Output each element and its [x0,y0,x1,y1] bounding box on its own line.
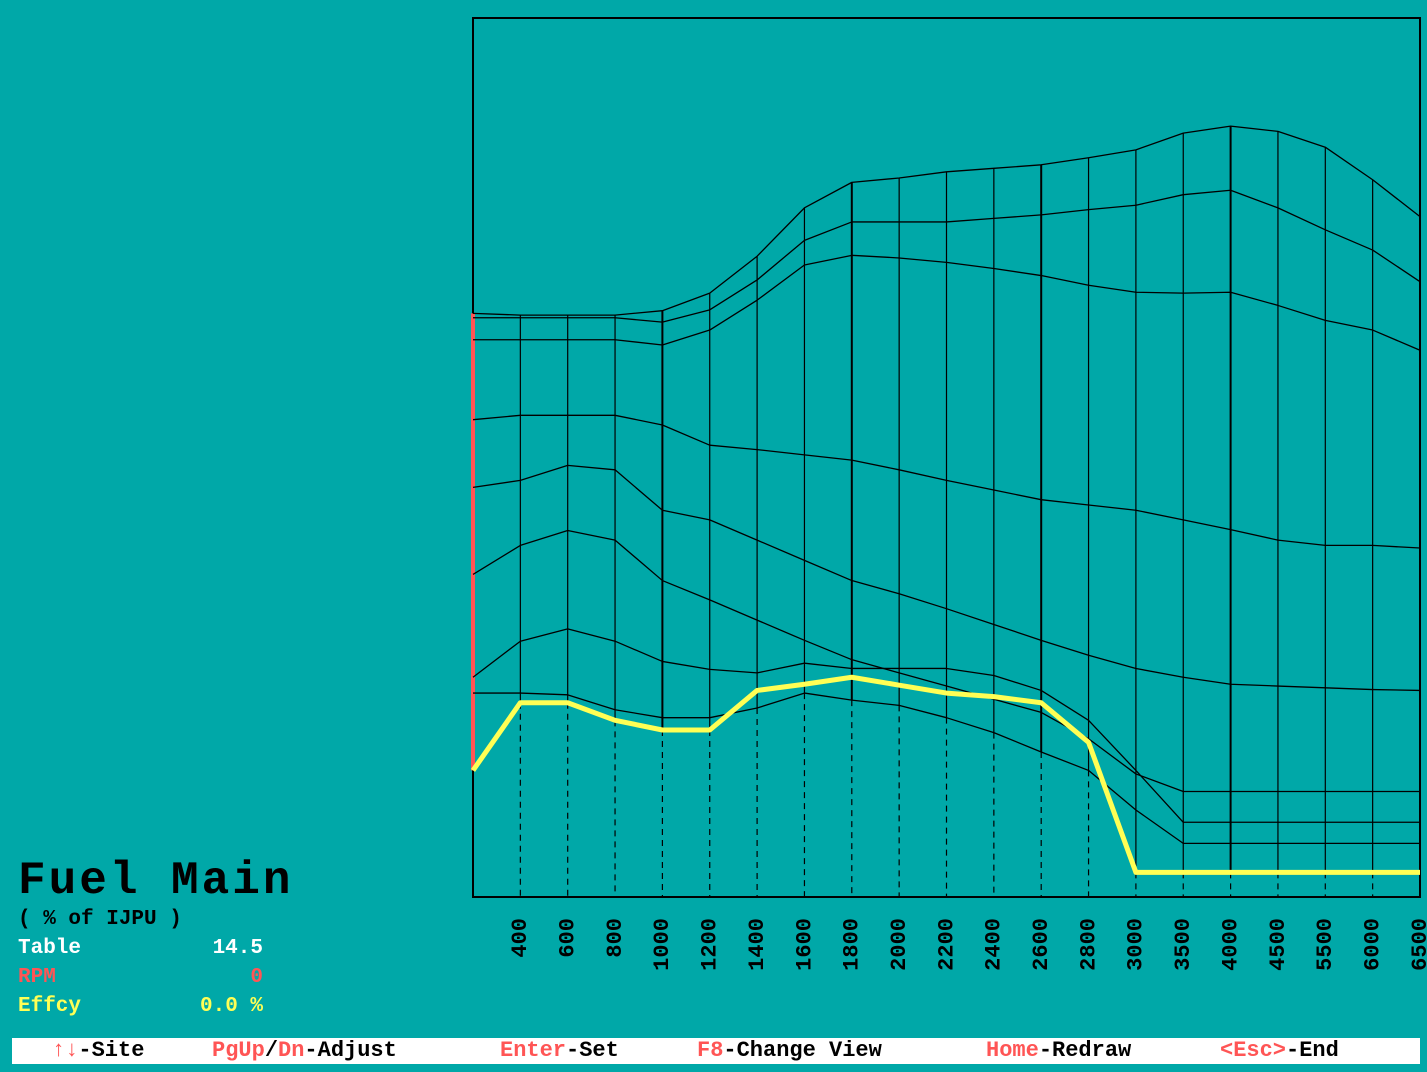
x-tick-label: 2800 [1076,918,1101,971]
wire-line [472,529,1420,793]
status-text: -End [1286,1038,1339,1063]
x-tick-label: 6000 [1360,918,1385,971]
status-bar: ↑↓-Site PgUp/Dn-Adjust Enter-Set F8-Change … [12,1038,1420,1064]
x-tick-label: 4000 [1218,918,1243,971]
x-tick-label: 6500 [1408,918,1427,971]
status-item: PgUp/Dn-Adjust [212,1038,397,1064]
info-panel: Fuel Main ( % of IJPU ) Table 14.5 RPM 0 Eff… [18,858,293,1018]
x-tick-label: 400 [508,918,533,958]
x-tick-label: 2000 [887,918,912,971]
info-row: Effcy 0.0 % [18,995,293,1018]
info-row: Table 14.5 [18,937,293,960]
x-tick-label: 1200 [698,918,723,971]
status-text: -Set [566,1038,619,1063]
x-tick-label: 3500 [1171,918,1196,971]
row-value: 14.5 [212,937,263,960]
status-text: -Site [78,1038,145,1063]
status-key: Home [986,1038,1039,1063]
wire-line [473,254,1421,351]
status-item: Home-Redraw [986,1038,1131,1064]
x-tick-label: 1000 [650,918,675,971]
x-tick-label: 600 [556,918,581,958]
x-tick-label: 2400 [982,918,1007,971]
panel-title: Fuel Main [18,855,294,907]
status-key: <Esc> [1220,1038,1287,1063]
row-label: RPM [18,966,56,989]
status-text: -Redraw [1038,1038,1132,1063]
x-tick-label: 5500 [1313,918,1338,971]
status-text: -Change View [723,1038,882,1063]
row-label: Table [18,937,82,960]
x-tick-label: 1400 [745,918,770,971]
status-item: ↑↓-Site [52,1038,144,1064]
status-item: F8-Change View [697,1038,882,1064]
wire-line [472,125,1421,316]
wire-line [472,628,1420,823]
status-key: F8 [697,1038,724,1063]
x-tick-label: 1800 [840,918,865,971]
status-key: ↑↓ [52,1038,79,1063]
x-tick-label: 2600 [1029,918,1054,971]
status-item: <Esc>-End [1220,1038,1339,1064]
info-rows: Table 14.5 RPM 0 Effcy 0.0 % [18,937,293,1018]
wire-line [472,464,1421,692]
row-label: Effcy [18,995,82,1018]
x-tick-label: 2200 [934,918,959,971]
status-key: Dn [278,1038,305,1063]
wire-line [472,414,1421,549]
status-item: Enter-Set [500,1038,619,1064]
status-key: PgUp [212,1038,265,1063]
highlight-line [470,674,1420,875]
status-key: Enter [500,1038,567,1063]
x-tick-label: 1600 [792,918,817,971]
x-tick-label: 800 [603,918,628,958]
x-tick-label: 3000 [1124,918,1149,971]
wire-line [473,189,1421,323]
x-tick-label: 4500 [1266,918,1291,971]
row-value: 0 [250,966,263,989]
status-text: / [264,1038,279,1063]
wire-line [473,692,1420,845]
panel-subtitle: ( % of IJPU ) [18,908,182,931]
row-value: 0.0 % [199,995,263,1018]
status-text: -Adjust [304,1038,397,1063]
info-row: RPM 0 [18,966,293,989]
